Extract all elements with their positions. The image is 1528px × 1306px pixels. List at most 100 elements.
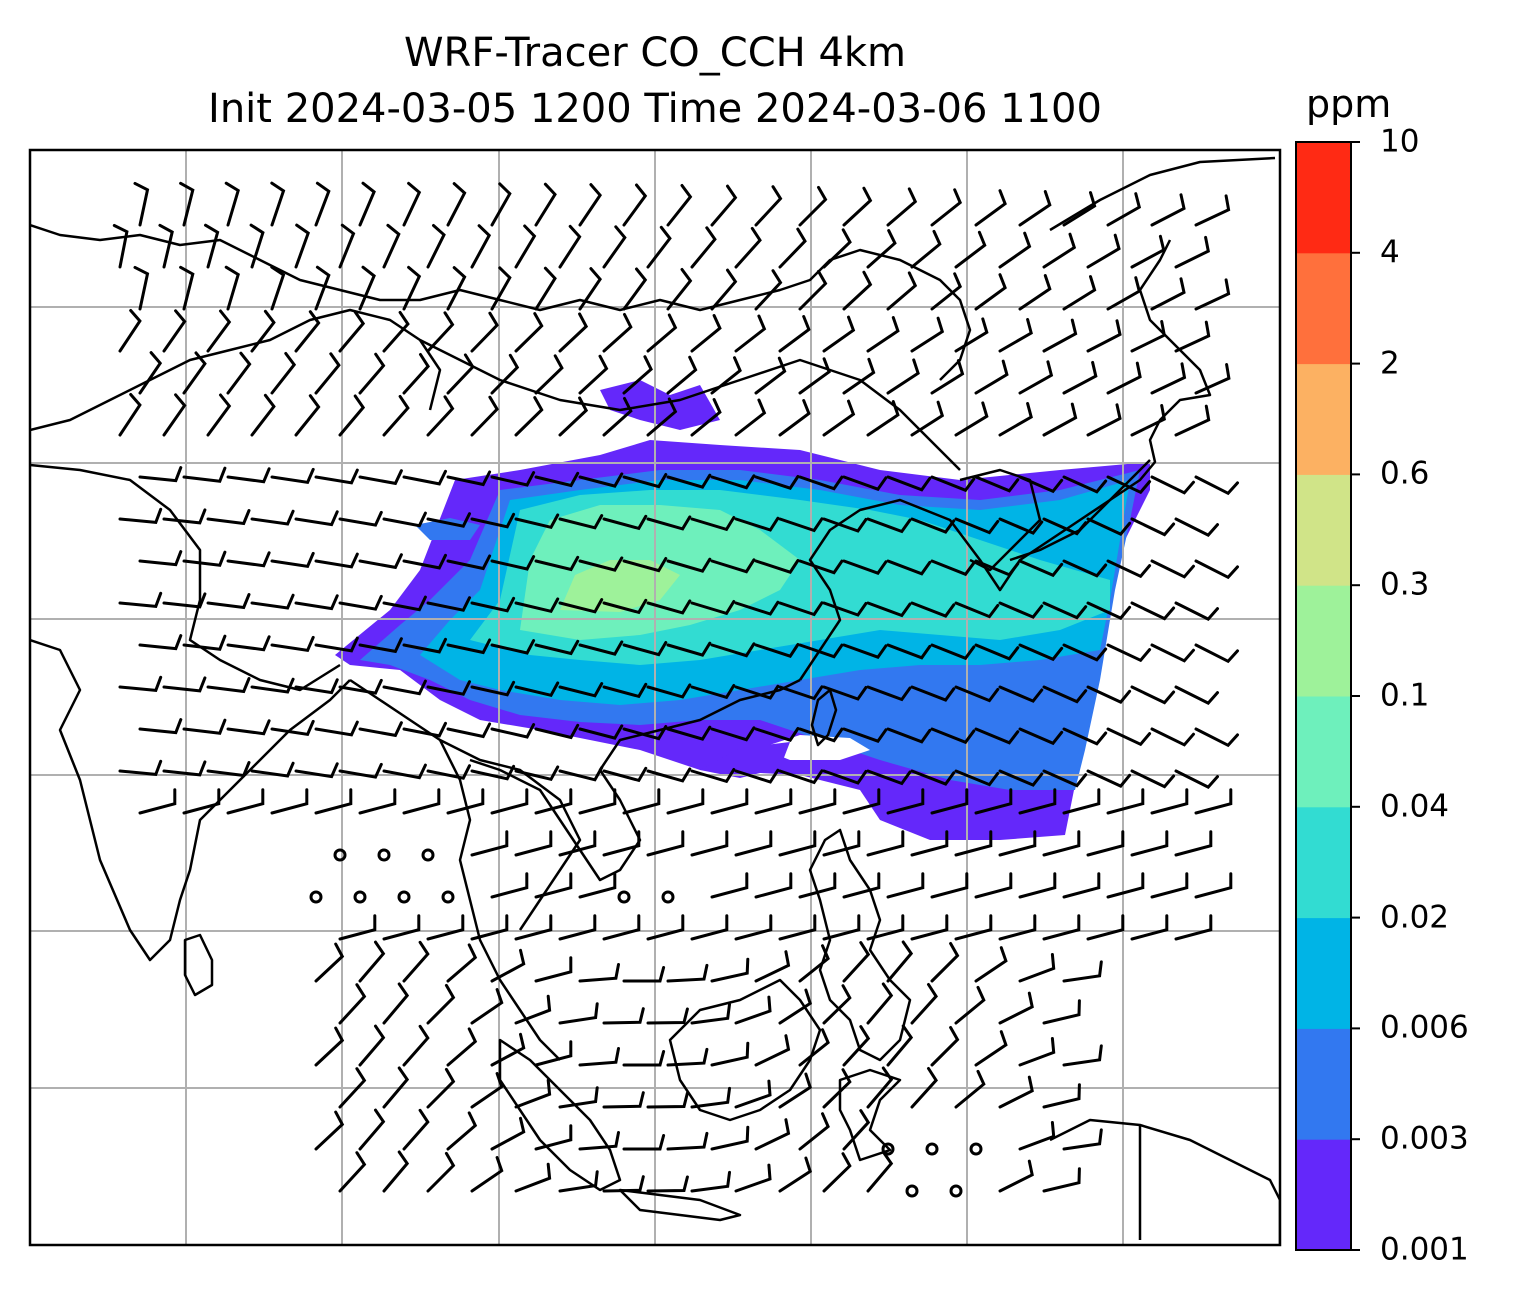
wind-barb bbox=[1018, 643, 1064, 662]
wind-barb bbox=[358, 265, 376, 311]
wind-barb bbox=[426, 224, 446, 269]
wind-barbs bbox=[112, 181, 1239, 1193]
wind-barb bbox=[798, 559, 844, 575]
wind-barb bbox=[998, 402, 1033, 437]
wind-barb bbox=[470, 596, 516, 613]
wind-calm-marker bbox=[309, 890, 323, 904]
wind-barb bbox=[490, 266, 512, 311]
wind-barb bbox=[534, 788, 573, 815]
wind-barb bbox=[842, 475, 888, 491]
wind-barb bbox=[1174, 830, 1213, 857]
wind-barb bbox=[842, 727, 888, 743]
wind-barb bbox=[954, 1069, 986, 1109]
wind-barb bbox=[314, 720, 359, 737]
wind-barb bbox=[954, 914, 993, 941]
wind-barb bbox=[558, 766, 604, 782]
map-title-line1: WRF-Tracer CO_CCH 4km bbox=[403, 30, 907, 76]
wind-barb bbox=[1018, 788, 1057, 815]
wind-barb bbox=[294, 310, 321, 353]
wind-barb bbox=[998, 914, 1037, 941]
wind-barb bbox=[250, 593, 295, 610]
wind-barb bbox=[602, 1175, 645, 1193]
wind-barb bbox=[822, 984, 852, 1025]
wind-barb bbox=[602, 598, 648, 615]
wind-barb bbox=[622, 641, 668, 657]
wind-barb bbox=[490, 788, 529, 815]
wind-barb bbox=[734, 226, 762, 269]
wind-barb bbox=[690, 398, 722, 437]
colorbar-swatch bbox=[1296, 252, 1351, 365]
wind-barb bbox=[162, 309, 187, 353]
wind-barb bbox=[514, 396, 544, 437]
wind-barb bbox=[602, 766, 648, 783]
wind-barb bbox=[998, 685, 1044, 703]
colorbar-tick-label: 0.003 bbox=[1380, 1120, 1469, 1157]
wind-barb bbox=[1174, 320, 1211, 353]
wind-barb bbox=[490, 471, 536, 487]
wind-barb bbox=[710, 268, 738, 311]
coastline-borneo bbox=[668, 978, 822, 1122]
wind-barb bbox=[798, 727, 844, 743]
wind-barb bbox=[1018, 274, 1052, 311]
wind-barb bbox=[822, 517, 868, 533]
wind-barb bbox=[1150, 475, 1195, 495]
wind-barb bbox=[382, 679, 427, 696]
wind-barb bbox=[514, 312, 544, 353]
wind-barb bbox=[578, 640, 624, 656]
wind-barb bbox=[666, 963, 709, 983]
wind-barb bbox=[314, 1026, 345, 1067]
wind-barb bbox=[490, 723, 536, 739]
wind-barb bbox=[998, 231, 1032, 269]
wind-barb bbox=[338, 394, 366, 437]
wind-barb bbox=[1018, 475, 1064, 494]
wind-barb bbox=[206, 761, 251, 778]
wind-barb bbox=[182, 351, 207, 395]
wind-barb bbox=[754, 475, 800, 490]
wind-barb bbox=[1174, 601, 1219, 621]
wind-barb bbox=[338, 1067, 367, 1109]
wind-barb bbox=[314, 636, 359, 653]
wind-barb bbox=[118, 675, 163, 693]
wind-calm-markers bbox=[309, 848, 983, 1198]
wind-barb bbox=[842, 1025, 871, 1067]
wind-barb bbox=[162, 592, 207, 609]
wind-barb bbox=[470, 224, 492, 269]
wind-barb bbox=[930, 942, 960, 983]
wind-calm-marker bbox=[925, 1142, 939, 1156]
wind-barb bbox=[138, 634, 183, 651]
wind-barb bbox=[446, 1111, 478, 1151]
wind-barb bbox=[602, 682, 648, 699]
wind-barb bbox=[734, 1079, 772, 1109]
wind-barb bbox=[778, 988, 812, 1025]
wind-barb bbox=[1086, 914, 1125, 941]
wind-barb bbox=[998, 1075, 1034, 1109]
wind-calm-marker bbox=[441, 890, 455, 904]
wind-barb bbox=[382, 1150, 410, 1193]
wind-barb bbox=[886, 1024, 914, 1067]
wind-barb bbox=[910, 983, 938, 1025]
wind-barb bbox=[690, 516, 736, 532]
wind-barb bbox=[690, 830, 729, 857]
wind-barb bbox=[998, 601, 1044, 619]
coastline-new-guinea bbox=[1049, 1118, 1280, 1245]
wind-barb bbox=[382, 394, 410, 437]
colorbar-swatch bbox=[1296, 585, 1351, 697]
wind-barb bbox=[358, 1108, 386, 1151]
wind-barb bbox=[666, 1047, 709, 1067]
wind-barb bbox=[224, 265, 240, 311]
wind-barb bbox=[314, 352, 341, 395]
wind-barb bbox=[382, 511, 427, 528]
wind-barb bbox=[822, 769, 868, 785]
wind-barb bbox=[974, 359, 1009, 395]
colorbar-tick-label: 0.6 bbox=[1380, 455, 1430, 492]
wind-barb bbox=[602, 830, 641, 857]
wind-barb bbox=[778, 1072, 812, 1109]
wind-barb bbox=[514, 830, 553, 857]
wind-barb bbox=[798, 944, 830, 983]
wind-barb bbox=[1062, 559, 1108, 578]
wind-barb bbox=[182, 466, 227, 483]
wind-barb bbox=[1130, 517, 1176, 537]
colorbar-tick-label: 0.1 bbox=[1380, 677, 1430, 714]
wind-barb bbox=[270, 788, 309, 815]
